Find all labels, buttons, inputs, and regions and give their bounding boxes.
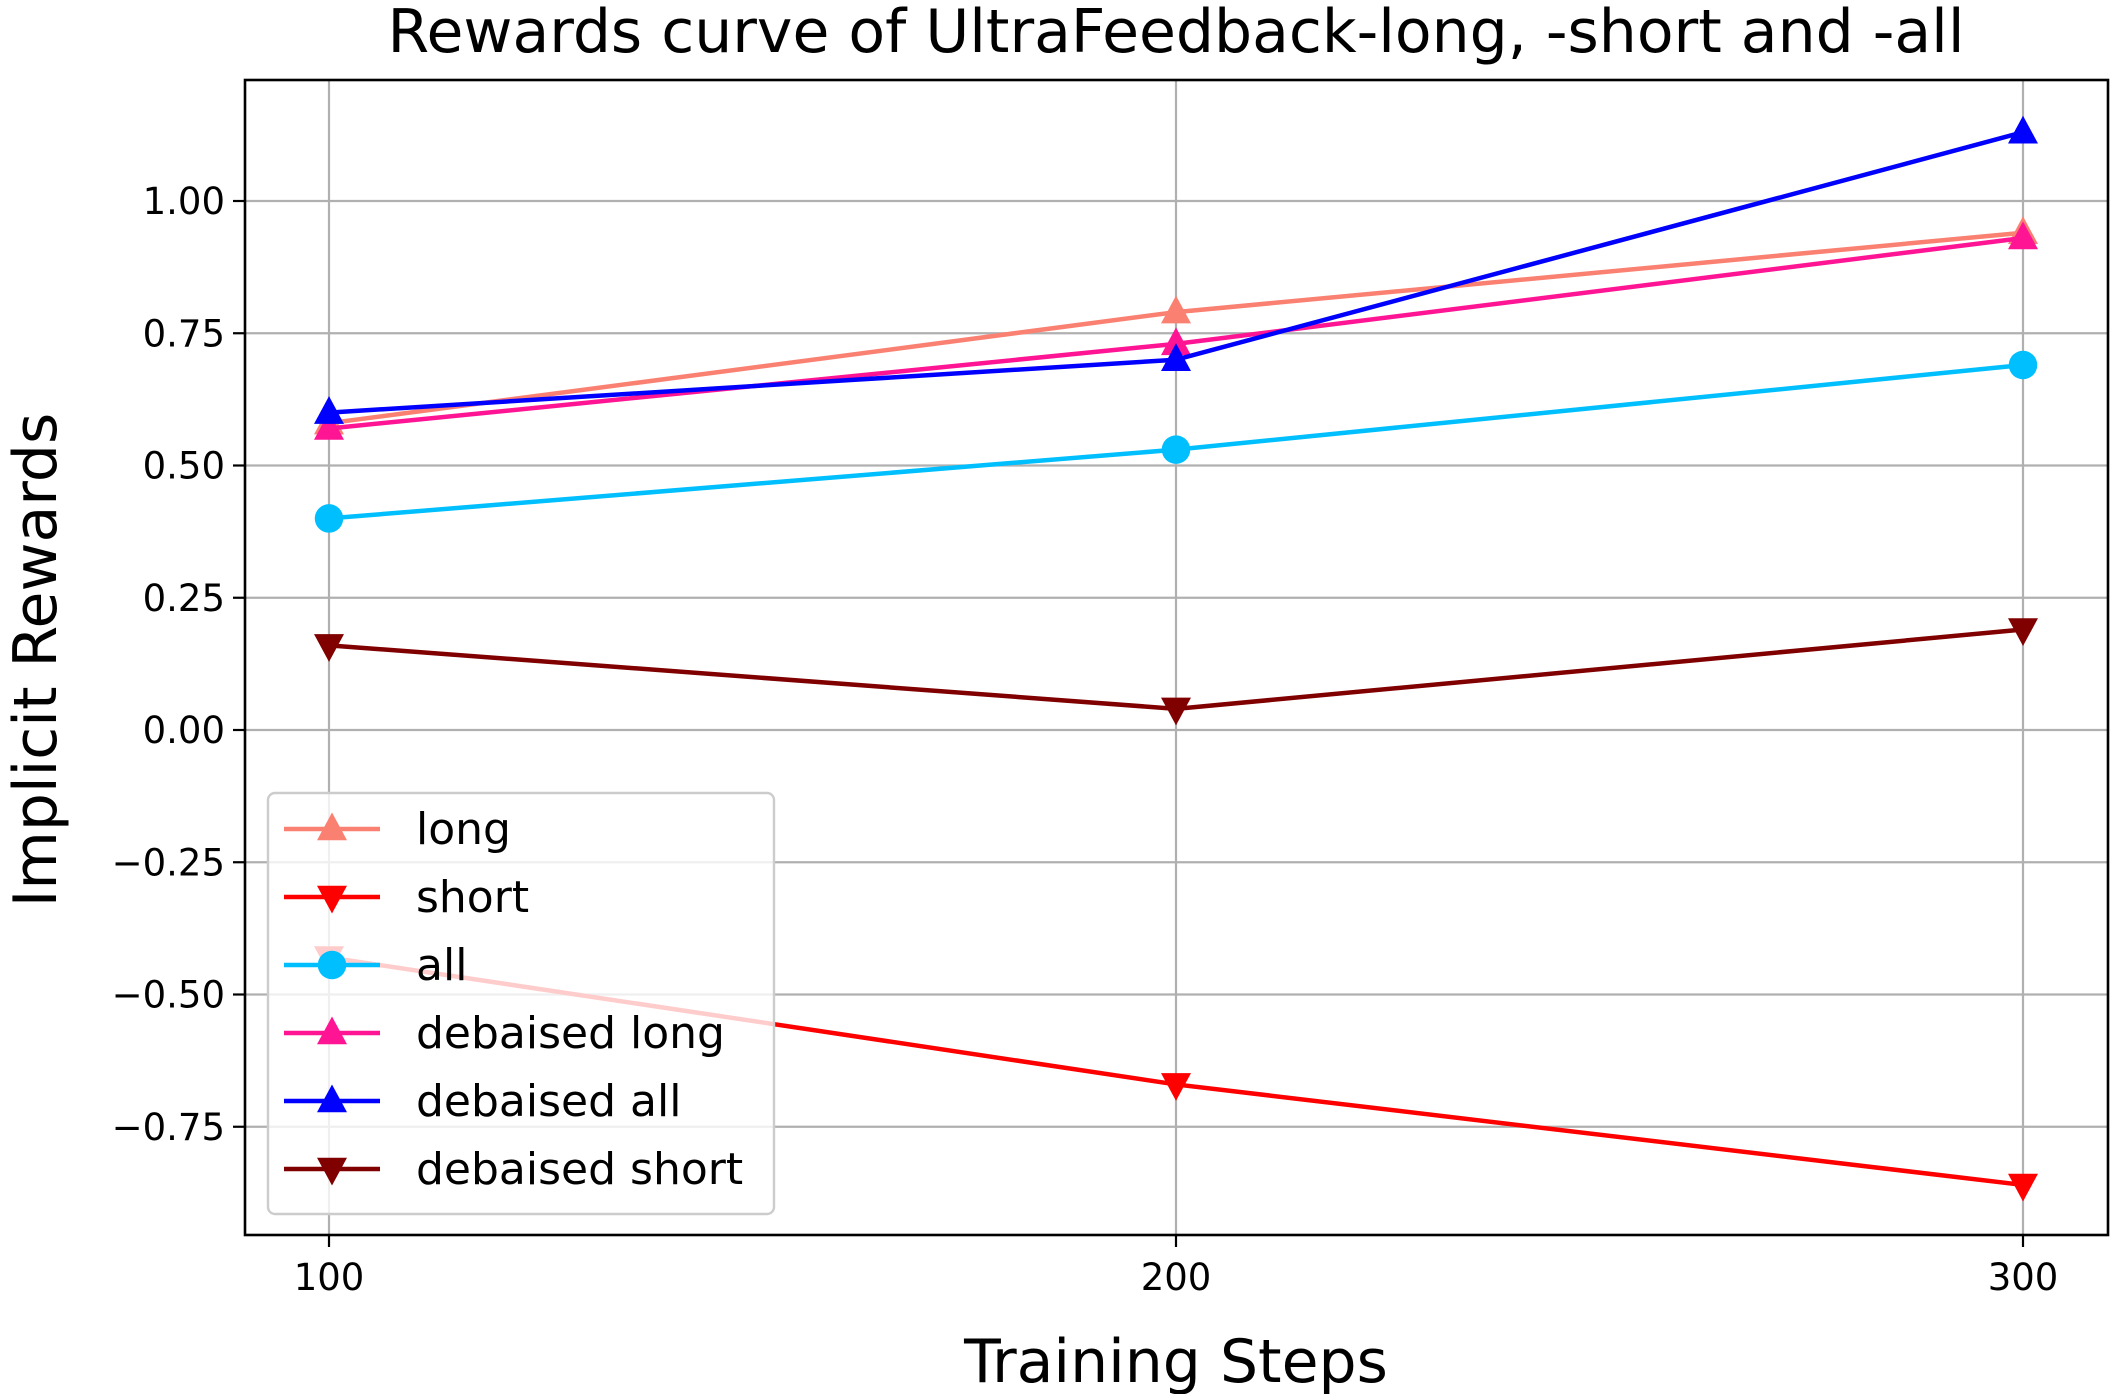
data-point-debaised-all	[2008, 115, 2038, 144]
series-all	[314, 350, 2038, 533]
y-tick-label: 0.25	[143, 577, 225, 620]
legend-label: all	[416, 940, 467, 991]
legend-item-long: long	[284, 804, 511, 855]
data-point-debaised-all	[314, 396, 344, 424]
data-point-debaised-long	[2008, 221, 2038, 250]
legend-marker	[317, 885, 347, 914]
y-tick-label: 0.00	[143, 709, 225, 752]
legend-label: debaised all	[416, 1076, 681, 1127]
legend-marker	[317, 1157, 347, 1186]
legend: long short all debaised long debaised all deb…	[266, 791, 776, 1216]
y-tick-label: 1.00	[143, 180, 225, 223]
legend-item-debaised-all: debaised all	[284, 1076, 681, 1127]
x-tick-label: 100	[294, 1256, 365, 1299]
data-point-debaised-short	[2008, 618, 2038, 646]
legend-marker	[317, 1084, 347, 1113]
legend-marker	[317, 950, 347, 980]
legend-label: long	[416, 804, 511, 855]
series-debaised-all	[314, 115, 2038, 424]
legend-item-all: all	[284, 940, 467, 991]
y-tick-label: −0.75	[112, 1106, 225, 1149]
data-point-debaised-all	[1161, 343, 1191, 371]
legend-marker	[317, 1016, 347, 1045]
data-point-debaised-short	[314, 634, 344, 662]
legend-box	[266, 791, 776, 1216]
y-tick-label: −0.50	[112, 974, 225, 1017]
legend-marker	[317, 812, 347, 841]
legend-label: short	[416, 872, 529, 923]
data-point-all	[314, 504, 344, 533]
y-tick-label: 0.50	[143, 445, 225, 488]
data-point-long	[1161, 295, 1191, 324]
data-point-all	[2008, 350, 2038, 380]
legend-item-debaised-long: debaised long	[284, 1008, 725, 1059]
legend-item-short: short	[284, 872, 529, 923]
chart-title: Rewards curve of UltraFeedback-long, -sh…	[387, 0, 1964, 67]
ticks: 100 200 300 1.00 0.75 0.50 0.25 0.00 −0.25 −0.50 −…	[112, 180, 2059, 1299]
data-point-short	[2008, 1173, 2038, 1202]
y-tick-label: 0.75	[143, 312, 225, 355]
series-debaised-short	[314, 618, 2038, 726]
legend-item-debaised-short: debaised short	[284, 1144, 743, 1195]
data-point-short	[1161, 1073, 1191, 1101]
x-tick-label: 200	[1141, 1256, 1212, 1299]
x-axis-label: Training Steps	[963, 1327, 1388, 1394]
data-point-all	[1161, 435, 1191, 464]
x-tick-label: 300	[1988, 1256, 2059, 1299]
data-point-debaised-short	[1161, 697, 1191, 726]
y-tick-label: −0.25	[112, 841, 225, 884]
y-axis-label: Implicit Rewards	[1, 413, 71, 908]
legend-label: debaised long	[416, 1008, 725, 1059]
data-point-debaised-long	[1161, 327, 1191, 356]
legend-label: debaised short	[416, 1144, 743, 1195]
data-point-debaised-long	[314, 411, 344, 440]
